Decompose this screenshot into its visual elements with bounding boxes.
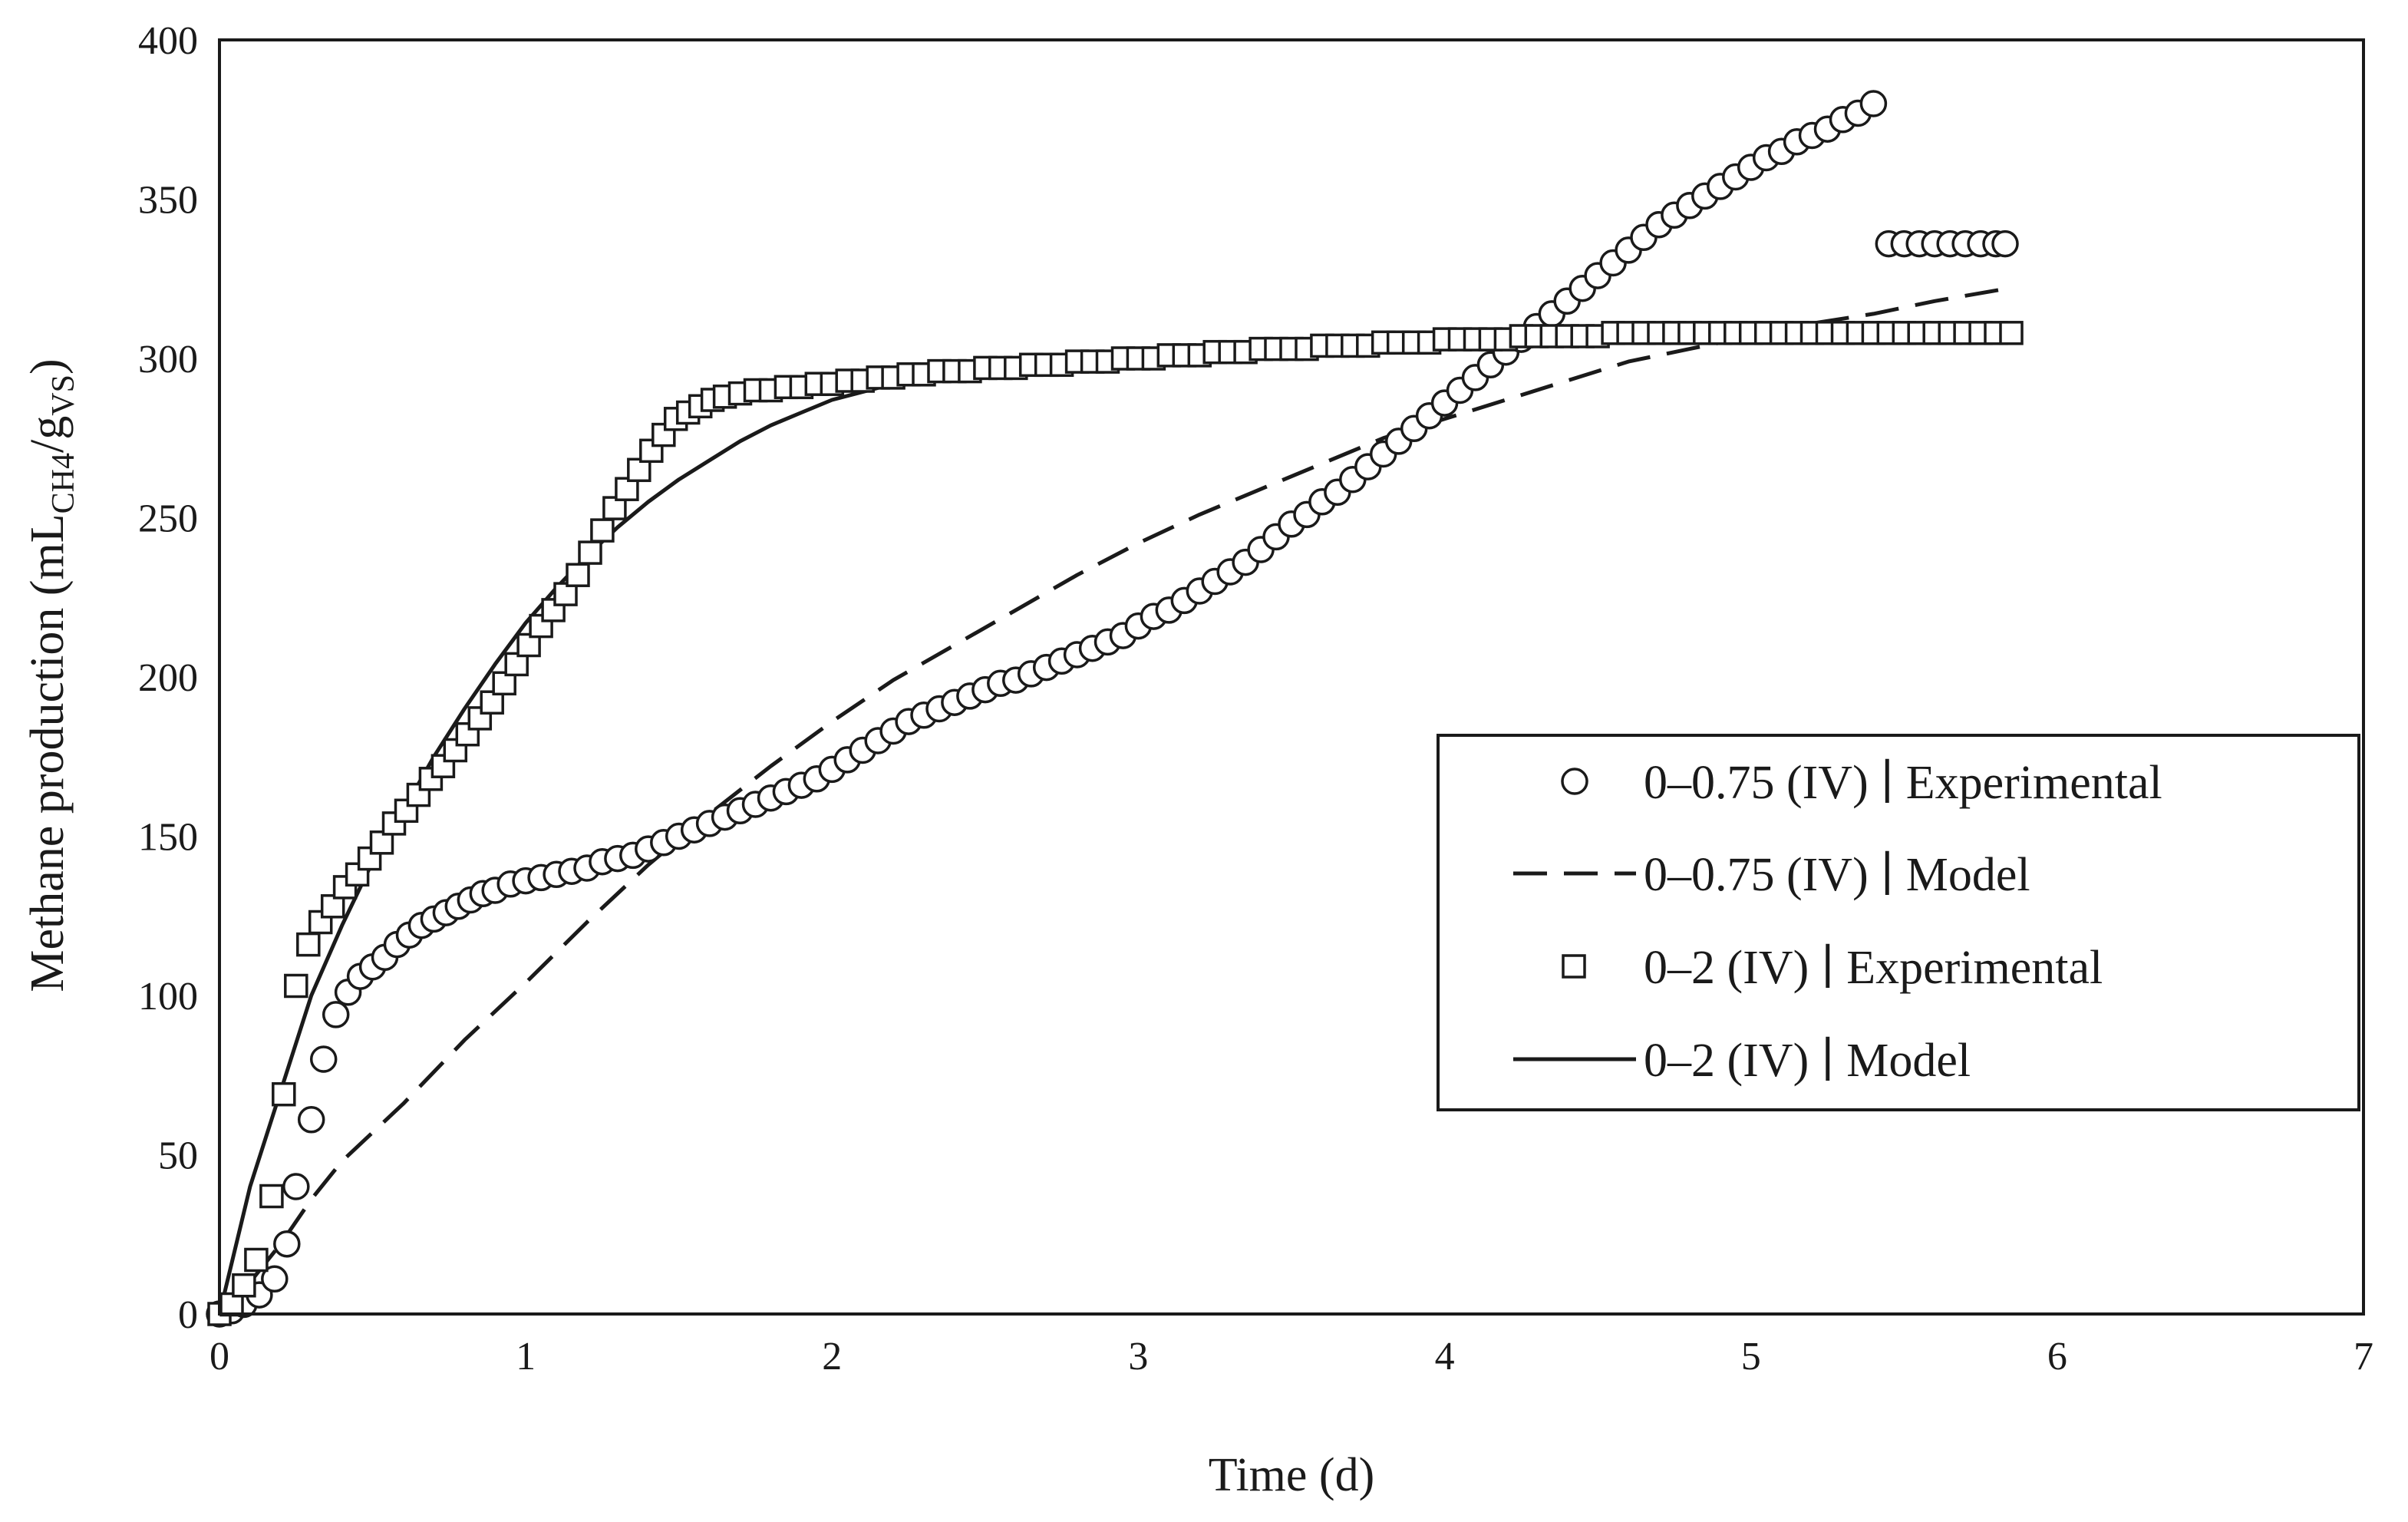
legend-label-0-2-experimental: 0–2 (IV) ∣ Experimental [1644,942,2103,994]
square-point-5 [272,1081,296,1107]
square-point-12 [357,846,382,871]
y-tick-label-200: 200 [138,656,198,700]
circle-point-8 [309,1045,338,1073]
y-tick-label-400: 400 [138,19,198,63]
y-tick-label-300: 300 [138,338,198,381]
series-2-square-markers [207,321,2024,1326]
square-point-3 [244,1247,269,1273]
y-tick-label-100: 100 [138,975,198,1019]
circle-point-9 [322,1001,350,1028]
circle-point-112 [1859,90,1888,117]
legend: 0–0.75 (IV) ∣ Experimental 0–0.75 (IV) ∣… [1437,734,2360,1111]
y-axis-title-end: ) [21,358,74,375]
legend-circle-marker-icon [1561,768,1588,795]
square-point-27 [541,598,566,622]
y-axis-title: Methane production (mLCH4/gVS) [21,358,81,992]
square-point-9 [320,894,345,919]
y-axis-title-sub-vs: VS [46,375,81,416]
series-1-dashed-line [218,286,2009,1316]
x-tick-label-5: 5 [1741,1335,1761,1378]
x-tick-label-0: 0 [209,1335,229,1378]
y-tick-label-150: 150 [138,816,198,860]
series-0-circle-markers [206,90,2019,1328]
series-layer [206,90,2024,1328]
legend-box [1437,734,2360,1111]
y-axis-ticks: 0 50 100 150 200 250 300 350 400 [138,19,198,1337]
square-point-29 [566,563,590,587]
x-tick-label-3: 3 [1128,1335,1148,1378]
legend-label-0-075-experimental: 0–0.75 (IV) ∣ Experimental [1644,757,2162,809]
circle-point-121 [1991,229,2019,258]
y-tick-label-50: 50 [158,1134,198,1178]
square-point-22 [480,690,504,715]
x-axis-title: Time (d) [1209,1449,1374,1501]
x-tick-label-2: 2 [822,1335,842,1378]
square-point-20 [455,721,480,747]
square-point-6 [284,973,308,999]
square-point-18 [430,754,456,778]
circle-point-6 [282,1173,310,1200]
x-tick-label-7: 7 [2354,1335,2373,1378]
square-point-2 [232,1273,256,1298]
x-axis-ticks: 0 1 2 3 4 5 6 7 [209,1335,2373,1378]
square-point-30 [578,540,602,565]
y-tick-label-250: 250 [138,497,198,541]
square-point-16 [406,782,431,807]
y-axis-title-sub-ch4: CH4 [46,453,81,513]
y-tick-label-350: 350 [138,179,198,223]
square-point-28 [553,582,578,606]
square-point-31 [590,518,615,543]
square-point-4 [259,1184,284,1209]
y-axis-title-main: Methane production (mL [21,513,74,992]
x-tick-label-6: 6 [2047,1335,2067,1378]
legend-label-0-2-model: 0–2 (IV) ∣ Model [1644,1035,1971,1087]
square-point-35 [639,438,664,464]
legend-square-marker-icon [1562,954,1586,979]
square-point-7 [296,932,321,957]
square-point-17 [418,767,444,791]
legend-label-0-075-model: 0–0.75 (IV) ∣ Model [1644,849,2030,901]
x-tick-label-4: 4 [1435,1335,1455,1378]
square-point-125 [1999,321,2024,345]
circle-point-5 [273,1230,301,1258]
x-tick-label-1: 1 [516,1335,536,1378]
y-tick-label-0: 0 [178,1293,198,1337]
circle-point-7 [297,1106,325,1134]
y-axis-title-mid: /g [21,416,74,453]
square-point-33 [615,477,639,501]
circle-point-4 [261,1265,289,1293]
plot-area-frame [218,38,2365,1316]
